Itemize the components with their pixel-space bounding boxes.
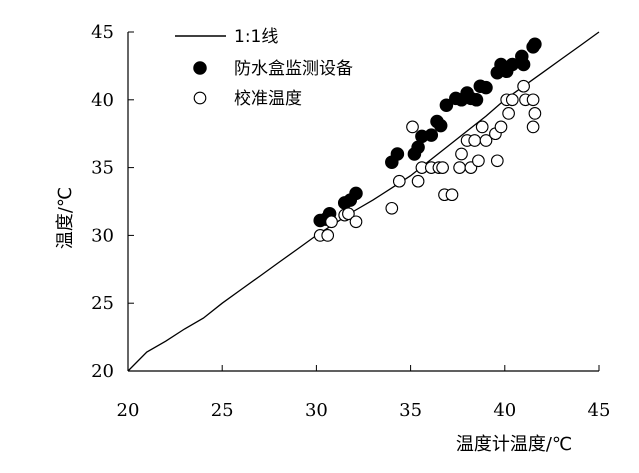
calibration-point [392, 174, 406, 188]
calibration-point [321, 229, 335, 242]
calibration-point [494, 120, 508, 134]
calibration-point [505, 93, 519, 107]
calibration-point [406, 120, 419, 134]
calibration-point [517, 79, 530, 93]
x-tick-label: 25 [211, 400, 234, 421]
x-tick-label: 45 [588, 400, 611, 421]
device-point [528, 37, 542, 51]
y-tick-label: 30 [91, 225, 114, 246]
calibration-point [436, 161, 449, 174]
calibration-point [490, 154, 504, 168]
device-point [424, 128, 439, 142]
calibration-point [479, 134, 493, 147]
axes: 20 25 30 35 40 45 20 25 30 35 40 45 [91, 22, 610, 421]
calibration-point [453, 161, 466, 174]
y-tick-label: 40 [91, 90, 114, 111]
calibration-point [475, 120, 489, 134]
calibration-point [528, 107, 542, 120]
y-tick-label: 20 [91, 361, 114, 382]
calibration-point [325, 215, 338, 229]
legend-label: 校准温度 [234, 89, 302, 109]
legend-label: 1:1线 [234, 27, 278, 47]
device-point [479, 80, 493, 95]
device-point [433, 118, 448, 133]
device-point [469, 93, 484, 107]
legend-label: 防水盒监测设备 [234, 59, 353, 79]
device-point [349, 186, 363, 201]
x-tick-label: 20 [117, 400, 140, 421]
x-tick-label: 35 [399, 400, 422, 421]
calibration-point [349, 215, 363, 229]
legend-filled-marker [193, 61, 207, 75]
y-tick-label: 35 [91, 158, 114, 179]
calibration-point [385, 201, 399, 215]
device-point [516, 57, 531, 72]
device-point [390, 147, 405, 161]
calibration-point [455, 147, 468, 161]
x-axis-title: 温度计温度/℃ [456, 434, 572, 455]
legend-hollow-marker [193, 91, 207, 105]
x-tick-label: 40 [493, 400, 516, 421]
points-layer [313, 37, 542, 242]
x-tick-label: 30 [305, 400, 328, 421]
calibration-point [342, 207, 355, 221]
device-point [439, 98, 454, 112]
y-tick-label: 45 [91, 22, 114, 43]
calibration-point [472, 154, 485, 168]
y-axis-title: 温度/℃ [55, 187, 76, 249]
calibration-point [411, 174, 425, 188]
calibration-point [502, 107, 515, 120]
calibration-point [526, 120, 540, 134]
calibration-point [526, 93, 540, 107]
y-tick-label: 25 [91, 293, 114, 314]
calibration-point [445, 188, 459, 202]
calibration-point [468, 134, 482, 147]
